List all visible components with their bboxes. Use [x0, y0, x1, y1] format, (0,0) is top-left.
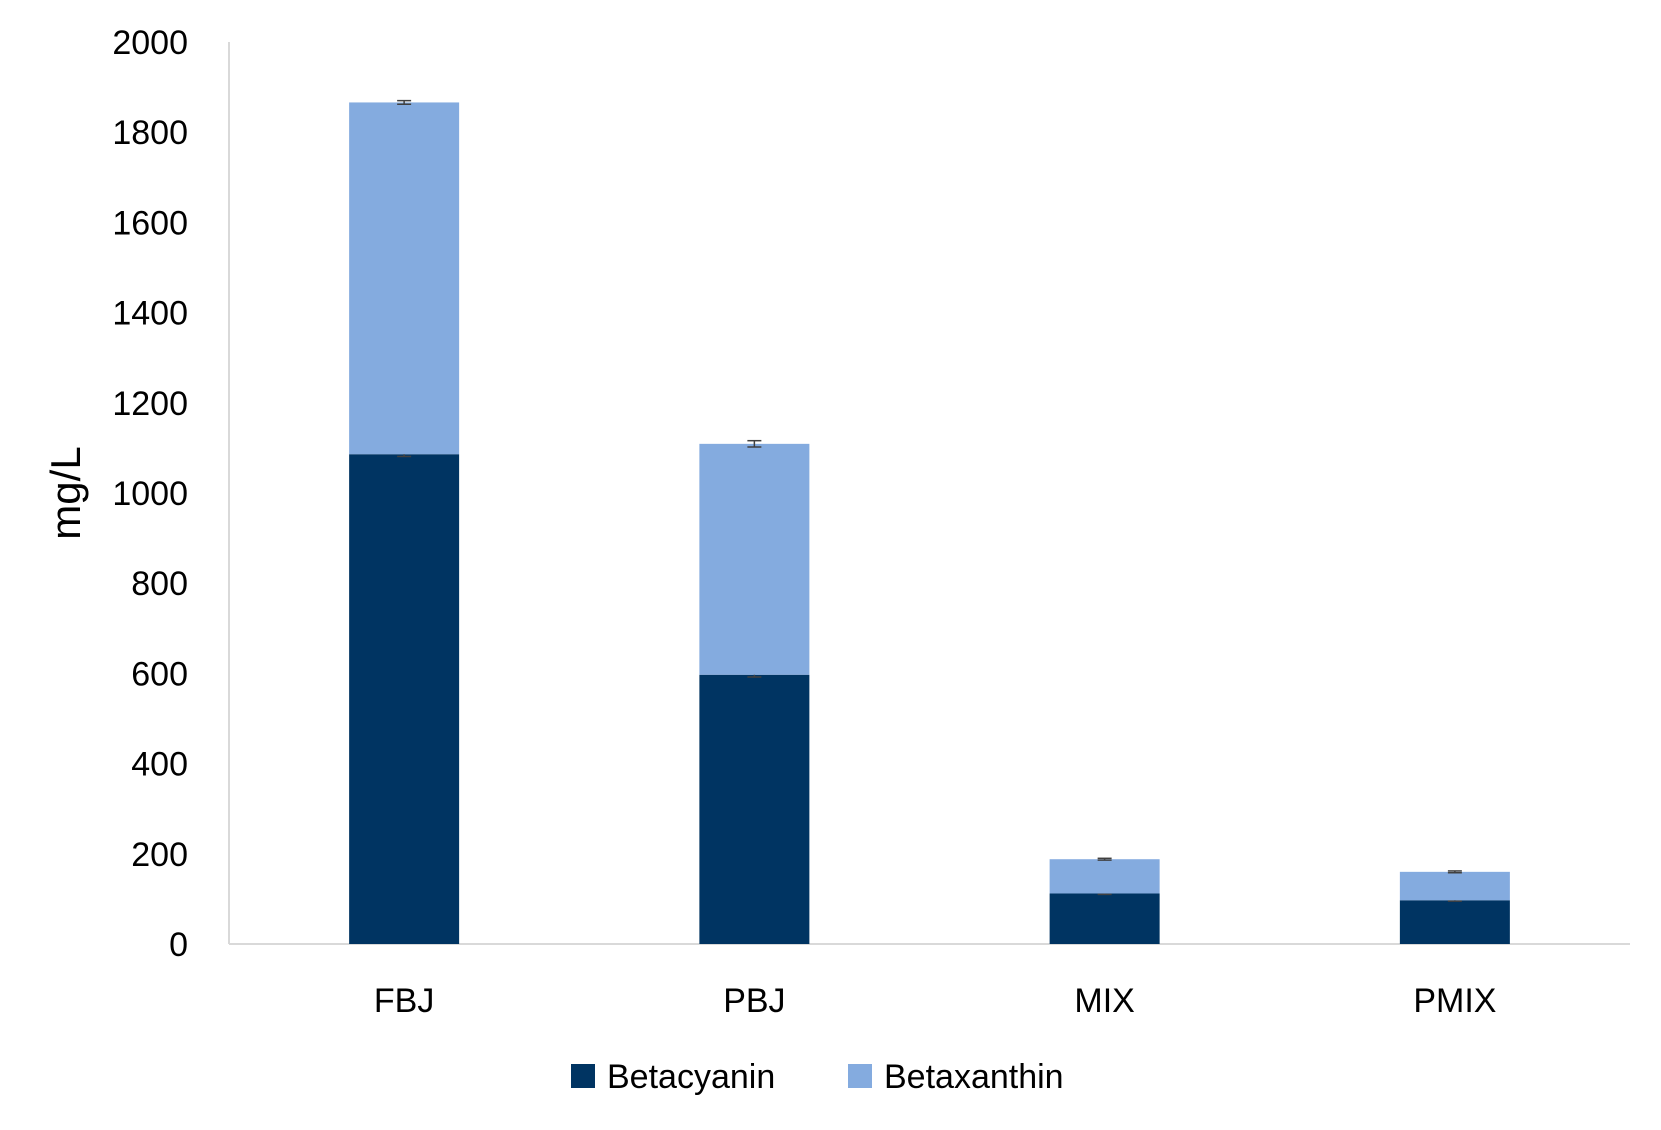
legend-swatch [571, 1064, 595, 1088]
y-axis-title: mg/L [42, 446, 89, 539]
y-axis-tick-labels: 0 200 400 600 800 1000 1200 1400 1600 1800 2000 [112, 24, 188, 964]
y-tick-label: 200 [131, 836, 188, 874]
y-tick-label: 0 [169, 926, 188, 964]
bar-stacks [349, 99, 1510, 944]
x-axis-category-labels: FBJ PBJ MIX PMIX [374, 982, 1497, 1020]
x-category-label: PBJ [723, 982, 785, 1020]
bar-betacyanin-pmix [1399, 900, 1510, 944]
bar-stack-pmix [1399, 870, 1510, 944]
legend-item-betaxanthin: Betaxanthin [848, 1058, 1064, 1096]
y-tick-label: 400 [131, 746, 188, 784]
bar-betacyanin-pbj [699, 674, 810, 944]
bar-betaxanthin-mix [1049, 859, 1160, 894]
bar-betaxanthin-pmix [1399, 871, 1510, 901]
error-bar-betaxanthin-fbj [397, 99, 412, 105]
error-bar-betaxanthin-pmix [1447, 870, 1462, 874]
y-tick-label: 2000 [112, 24, 188, 62]
y-tick-label: 600 [131, 655, 188, 693]
bar-stack-fbj [349, 99, 460, 944]
bar-stack-mix [1049, 857, 1160, 944]
legend-item-betacyanin: Betacyanin [571, 1058, 775, 1096]
x-category-label: MIX [1074, 982, 1134, 1020]
y-tick-label: 1800 [112, 114, 188, 152]
bar-betaxanthin-pbj [699, 443, 810, 675]
bar-betacyanin-mix [1049, 893, 1160, 944]
legend-label: Betaxanthin [884, 1058, 1064, 1096]
error-bar-betaxanthin-mix [1097, 857, 1112, 861]
x-category-label: FBJ [374, 982, 434, 1020]
error-bar-betaxanthin-pbj [747, 439, 762, 448]
legend-label: Betacyanin [607, 1058, 775, 1096]
bar-betaxanthin-fbj [349, 102, 460, 455]
y-tick-label: 1000 [112, 475, 188, 513]
legend: Betacyanin Betaxanthin [571, 1058, 1064, 1096]
bar-betacyanin-fbj [349, 454, 460, 944]
y-tick-label: 800 [131, 565, 188, 603]
bar-stack-pbj [699, 439, 810, 944]
y-tick-label: 1600 [112, 204, 188, 242]
y-tick-label: 1400 [112, 295, 188, 333]
x-category-label: PMIX [1413, 982, 1496, 1020]
legend-swatch [848, 1064, 872, 1088]
y-tick-label: 1200 [112, 385, 188, 423]
